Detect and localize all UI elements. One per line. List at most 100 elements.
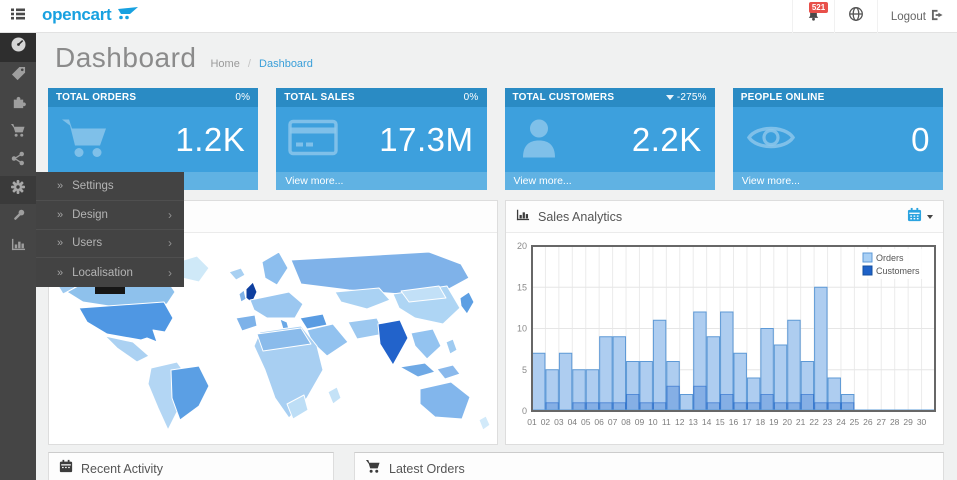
- submenu-shadow-tab: [95, 287, 125, 294]
- svg-text:06: 06: [594, 417, 604, 427]
- double-angle-icon: »: [57, 266, 64, 279]
- submenu-item-label: Design: [72, 208, 108, 221]
- chevron-right-icon: ›: [168, 265, 172, 280]
- svg-text:Customers: Customers: [876, 266, 920, 276]
- svg-text:19: 19: [769, 417, 779, 427]
- bar-chart-icon: [11, 237, 26, 256]
- svg-text:09: 09: [635, 417, 645, 427]
- date-range-button[interactable]: [907, 207, 933, 227]
- svg-text:5: 5: [522, 365, 527, 375]
- logout-label: Logout: [890, 10, 926, 23]
- tile-label: TOTAL ORDERS: [56, 92, 137, 103]
- submenu-item-label: Localisation: [72, 266, 133, 279]
- svg-text:23: 23: [823, 417, 833, 427]
- latest-orders-header: Latest Orders: [355, 453, 943, 480]
- view-more-link[interactable]: View more...: [276, 172, 487, 190]
- sidebar-item-extensions[interactable]: [0, 90, 36, 119]
- svg-text:03: 03: [554, 417, 564, 427]
- panel-title: Sales Analytics: [538, 209, 623, 224]
- caret-down-icon: [927, 214, 933, 219]
- tile-label: PEOPLE ONLINE: [740, 92, 825, 103]
- tile-delta: 0%: [235, 92, 251, 103]
- opencart-cart-glyph-icon: [116, 6, 142, 25]
- opencart-logo[interactable]: opencart: [42, 5, 142, 25]
- svg-text:08: 08: [621, 417, 631, 427]
- latest-orders-panel: Latest Orders: [354, 452, 944, 480]
- svg-text:10: 10: [517, 324, 527, 334]
- sidebar-item-tools[interactable]: [0, 204, 36, 233]
- tile-total-sales: TOTAL SALES 0% 17.3M View more...: [276, 88, 487, 190]
- panel-title: Recent Activity: [81, 461, 163, 476]
- svg-text:14: 14: [702, 417, 712, 427]
- stores-button[interactable]: [833, 0, 877, 33]
- submenu-item-design[interactable]: » Design ›: [36, 201, 184, 230]
- sidebar-item-dashboard[interactable]: [0, 33, 36, 62]
- tile-value: 1.2K: [175, 120, 246, 158]
- double-angle-icon: »: [57, 208, 64, 221]
- breadcrumb-separator: /: [247, 58, 251, 70]
- svg-text:28: 28: [890, 417, 900, 427]
- credit-card-icon: [288, 117, 338, 162]
- submenu-item-settings[interactable]: » Settings: [36, 172, 184, 201]
- tile-total-customers: TOTAL CUSTOMERS -275% 2.2K Vie: [504, 88, 715, 190]
- svg-text:22: 22: [809, 417, 819, 427]
- chevron-right-icon: ›: [168, 207, 172, 222]
- tile-people-online: PEOPLE ONLINE 0 View more...: [732, 88, 943, 190]
- svg-text:11: 11: [662, 417, 671, 427]
- sidebar-item-catalog[interactable]: [0, 62, 36, 91]
- svg-text:29: 29: [903, 417, 913, 427]
- svg-text:12: 12: [675, 417, 685, 427]
- topbar: opencart 521: [0, 0, 957, 33]
- recent-activity-panel: Recent Activity: [48, 452, 334, 480]
- svg-text:20: 20: [517, 241, 527, 251]
- sidebar-nav: [0, 33, 36, 480]
- svg-text:Orders: Orders: [876, 253, 904, 263]
- svg-text:10: 10: [648, 417, 658, 427]
- logout-button[interactable]: Logout: [876, 0, 957, 33]
- svg-text:20: 20: [782, 417, 792, 427]
- gear-icon: [10, 179, 26, 200]
- breadcrumb-current-link[interactable]: Dashboard: [259, 58, 313, 70]
- globe-icon: [848, 6, 864, 27]
- menu-toggle-button[interactable]: [0, 0, 36, 33]
- world-map-panel: [48, 200, 498, 445]
- svg-text:18: 18: [756, 417, 766, 427]
- sales-analytics-chart[interactable]: 0 5 10 15 20 01 02 03 04 05 06 07 08 09 10 11 12 13 14 15 16…: [506, 234, 943, 444]
- puzzle-icon: [11, 94, 26, 114]
- stat-tiles-row: TOTAL ORDERS 0% 1.2K View more...: [48, 88, 943, 190]
- tile-value: 17.3M: [379, 120, 474, 158]
- submenu-item-localisation[interactable]: » Localisation ›: [36, 258, 184, 287]
- speedometer-icon: [10, 36, 27, 58]
- sidebar-item-marketing[interactable]: [0, 147, 36, 176]
- page-header: Dashboard Home / Dashboard: [55, 42, 313, 74]
- svg-text:27: 27: [877, 417, 887, 427]
- svg-text:25: 25: [850, 417, 860, 427]
- svg-text:16: 16: [729, 417, 739, 427]
- cart-icon: [10, 123, 26, 143]
- eye-icon: [745, 119, 797, 160]
- notifications-button[interactable]: 521: [791, 0, 834, 33]
- double-angle-icon: »: [57, 179, 64, 192]
- breadcrumb-home-link[interactable]: Home: [210, 58, 240, 70]
- submenu-item-label: Settings: [72, 179, 114, 192]
- view-more-link[interactable]: View more...: [732, 172, 943, 190]
- tag-icon: [11, 66, 26, 86]
- chevron-right-icon: ›: [168, 236, 172, 251]
- main-content: Dashboard Home / Dashboard TOTAL ORDERS …: [36, 33, 957, 480]
- logo-text: opencart: [42, 5, 112, 24]
- sales-analytics-panel: Sales Analytics: [505, 200, 944, 445]
- view-more-link[interactable]: View more...: [504, 172, 715, 190]
- sidebar-item-reports[interactable]: [0, 233, 36, 262]
- sidebar-item-sales[interactable]: [0, 119, 36, 148]
- tile-value: 2.2K: [631, 120, 702, 158]
- submenu-item-users[interactable]: » Users ›: [36, 230, 184, 259]
- svg-text:26: 26: [863, 417, 873, 427]
- recent-activity-header: Recent Activity: [49, 453, 333, 480]
- svg-text:07: 07: [608, 417, 618, 427]
- share-nodes-icon: [11, 151, 25, 171]
- breadcrumb: Home / Dashboard: [210, 58, 312, 70]
- svg-text:01: 01: [527, 417, 537, 427]
- bar-chart-icon: [516, 208, 530, 226]
- world-map[interactable]: [49, 234, 497, 444]
- sidebar-item-system[interactable]: [0, 175, 36, 204]
